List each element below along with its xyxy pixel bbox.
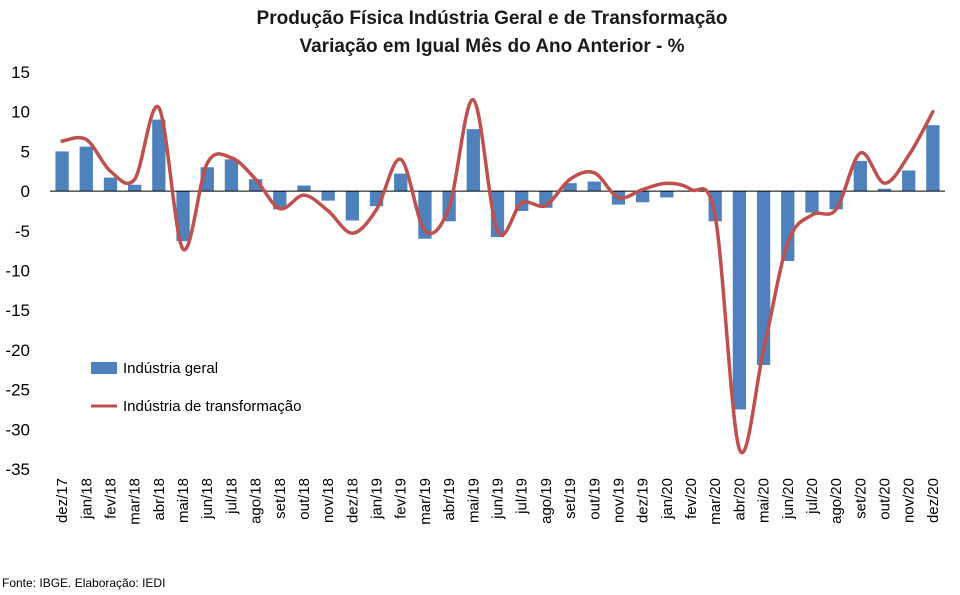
y-tick-label: -30	[5, 420, 30, 439]
x-tick-label: mai/18	[175, 478, 192, 523]
x-tick-label: abr/20	[731, 478, 748, 521]
y-tick-label: -35	[5, 460, 30, 479]
bar	[297, 185, 311, 192]
y-tick-label: 0	[21, 182, 30, 201]
chart-subtitle: Variação em Igual Mês do Ano Anterior - …	[299, 36, 684, 57]
bar	[79, 146, 93, 192]
x-tick-label: nov/18	[320, 478, 337, 523]
x-tick-label: set/19	[562, 478, 579, 519]
x-tick-label: out/20	[877, 478, 894, 520]
x-tick-label: jan/19	[369, 478, 386, 520]
y-axis: 15 10 5 0 -5 -10 -15 -20 -25 -30 -35	[5, 63, 30, 479]
source-note: Fonte: IBGE. Elaboração: IEDI	[2, 576, 166, 590]
bar	[466, 129, 480, 192]
legend-label-industria-geral: Indústria geral	[123, 360, 218, 377]
x-tick-label: set/20	[852, 478, 869, 519]
bar	[152, 119, 166, 192]
series-line-industria-transformacao	[60, 98, 935, 455]
y-tick-label: -10	[5, 262, 30, 281]
x-tick-label: jul/19	[514, 478, 531, 515]
x-tick-label: jun/20	[780, 478, 797, 520]
bar	[660, 191, 674, 198]
y-tick-label: 5	[21, 142, 30, 161]
x-axis-labels: dez/17 jan/18 fev/18 mar/18 abr/18 mai/18 jun/…	[54, 478, 942, 525]
x-tick-label: jul/20	[804, 478, 821, 515]
x-tick-label: mar/18	[127, 478, 144, 525]
bar	[732, 191, 747, 410]
bar	[756, 191, 771, 365]
x-tick-label: jun/18	[199, 478, 216, 520]
bar	[55, 151, 69, 192]
x-tick-label: set/18	[272, 478, 289, 519]
bar	[805, 191, 819, 213]
bar	[635, 191, 650, 203]
x-tick-label: mai/19	[465, 478, 482, 523]
bar-series	[55, 119, 940, 410]
x-tick-label: mar/20	[707, 478, 724, 525]
y-tick-label: 10	[11, 103, 30, 122]
x-tick-label: fev/19	[393, 478, 410, 519]
x-tick-label: jan/18	[78, 478, 95, 520]
x-tick-label: mai/20	[756, 478, 773, 523]
x-tick-label: nov/20	[901, 478, 918, 523]
bar	[321, 191, 335, 201]
x-tick-label: fev/18	[102, 478, 119, 519]
bar	[248, 179, 263, 192]
y-tick-label: 15	[11, 63, 30, 82]
y-tick-label: -25	[5, 381, 30, 400]
x-tick-label: jul/18	[223, 478, 240, 515]
chart-title: Produção Física Indústria Geral e de Tra…	[257, 8, 728, 29]
x-tick-label: ago/20	[828, 478, 845, 524]
x-tick-label: jan/20	[659, 478, 676, 520]
x-tick-label: fev/20	[683, 478, 700, 519]
y-tick-label: -15	[5, 301, 30, 320]
bar	[345, 191, 360, 221]
bar	[128, 184, 142, 192]
line-series	[60, 98, 935, 455]
x-tick-label: ago/19	[538, 478, 555, 524]
x-tick-label: out/19	[586, 478, 603, 520]
x-tick-label: jun/19	[490, 478, 507, 520]
bar	[877, 188, 892, 192]
bar	[394, 173, 408, 192]
legend-label-industria-transformacao: Indústria de transformação	[123, 398, 301, 415]
x-tick-label: dez/17	[54, 478, 71, 523]
bar	[926, 125, 940, 192]
bar	[176, 191, 190, 242]
bar	[781, 191, 795, 261]
bar	[563, 183, 577, 192]
x-tick-label: mar/19	[417, 478, 434, 525]
bar	[224, 159, 239, 192]
bar	[853, 160, 867, 192]
x-tick-label: dez/20	[925, 478, 942, 523]
x-tick-label: dez/18	[344, 478, 361, 523]
legend-swatch-industria-geral	[91, 362, 117, 374]
x-tick-label: abr/18	[151, 478, 168, 521]
x-tick-label: dez/19	[635, 478, 652, 523]
y-tick-label: -5	[15, 222, 30, 241]
bar	[103, 177, 118, 192]
x-tick-label: nov/19	[610, 478, 627, 523]
x-tick-label: out/18	[296, 478, 313, 520]
legend: Indústria geral Indústria de transformaç…	[91, 360, 301, 415]
x-tick-label: ago/18	[248, 478, 265, 524]
x-tick-label: abr/19	[441, 478, 458, 521]
y-tick-label: -20	[5, 341, 30, 360]
bar	[902, 170, 916, 192]
bar	[587, 181, 601, 192]
